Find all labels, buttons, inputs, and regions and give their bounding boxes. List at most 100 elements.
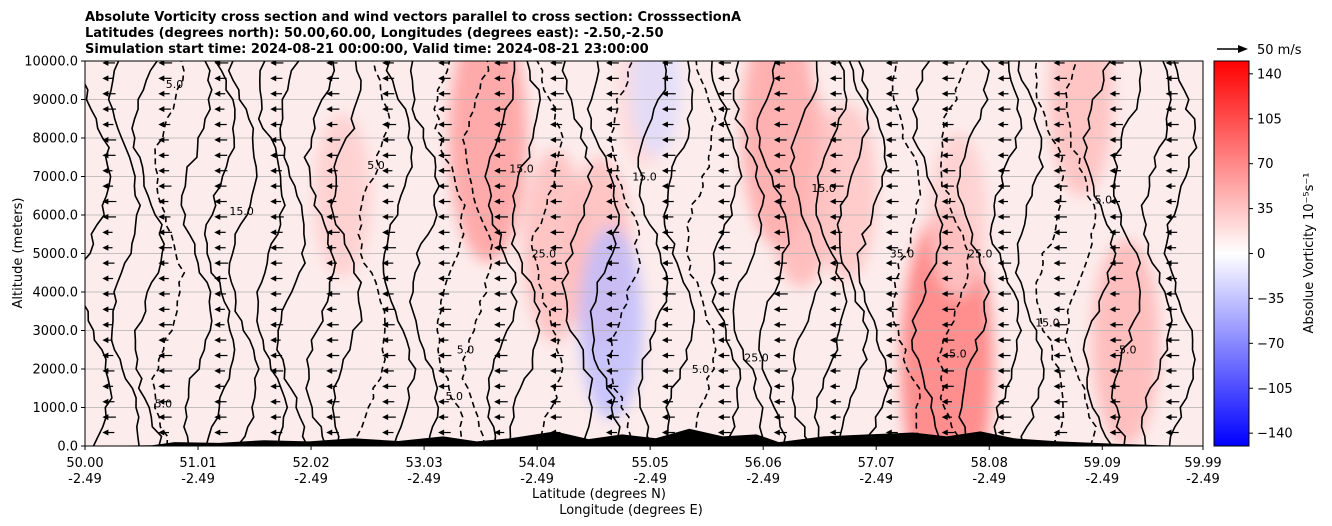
contour-label: 35.0: [890, 247, 915, 260]
wind-vector-head: [270, 75, 277, 82]
wind-vector-head: [438, 229, 445, 236]
contour-line: [382, 61, 417, 446]
y-tick-label: 3000.0: [33, 324, 79, 339]
wind-vector-head: [214, 75, 221, 82]
wind-vector-head: [829, 244, 836, 251]
wind-vector-head: [661, 106, 668, 113]
contour-line: [1082, 61, 1117, 446]
wind-vector-head: [773, 414, 780, 421]
wind-vector-head: [270, 106, 277, 113]
wind-vector-head: [382, 106, 389, 113]
wind-vector-head: [102, 398, 109, 405]
wind-vector-head: [382, 260, 389, 267]
wind-vector-head: [270, 321, 277, 328]
wind-vector-head: [550, 167, 557, 174]
contour-line: [227, 61, 260, 446]
wind-vector-head: [1053, 152, 1060, 159]
wind-vector-head: [941, 152, 948, 159]
contour-line: [835, 61, 870, 446]
wind-vector-head: [1165, 183, 1172, 190]
wind-vector-head: [438, 290, 445, 297]
wind-vector-head: [829, 275, 836, 282]
wind-vector-head: [326, 90, 333, 97]
plot-area: 5.0 15.0 5.0 5.0 15.0 25.0 15.0 5.0 25.0 15.0 35.0…: [85, 61, 1203, 446]
contour-line: [813, 61, 848, 446]
wind-vector-head: [438, 306, 445, 313]
wind-vector-head: [997, 260, 1004, 267]
contour-line: [1034, 61, 1065, 446]
wind-vector-head: [494, 121, 501, 128]
wind-vector-head: [885, 106, 892, 113]
x-tick-label-lat: 52.02: [292, 456, 329, 471]
wind-vector-head: [1165, 321, 1172, 328]
wind-vector-head: [717, 260, 724, 267]
contour-line: [303, 61, 337, 446]
wind-vector-head: [997, 383, 1004, 390]
x-tick-label-lat: 56.06: [745, 456, 782, 471]
wind-vector-head: [326, 321, 333, 328]
x-tick-label-lon: -2.49: [1085, 472, 1119, 487]
wind-vector-head: [326, 167, 333, 174]
wind-vector-head: [1165, 121, 1172, 128]
chart-title-line-1: Absolute Vorticity cross section and win…: [85, 10, 741, 25]
vorticity-cell: [630, 61, 681, 156]
wind-vector-head: [1109, 90, 1116, 97]
contour-line: [607, 61, 641, 446]
wind-vector-head: [270, 260, 277, 267]
wind-vector-head: [885, 198, 892, 205]
wind-vector-head: [1109, 61, 1116, 66]
wind-vector-head: [661, 275, 668, 282]
wind-vector-head: [158, 275, 165, 282]
wind-vector-head: [829, 121, 836, 128]
wind-vector-head: [1165, 383, 1172, 390]
wind-vector-head: [885, 121, 892, 128]
wind-vector-head: [158, 75, 165, 82]
wind-vector-head: [1109, 429, 1116, 436]
wind-vector-head: [661, 75, 668, 82]
contour-label: 15.0: [509, 163, 534, 176]
wind-vector-head: [1053, 167, 1060, 174]
wind-vector-head: [1053, 367, 1060, 374]
wind-vector-head: [661, 152, 668, 159]
y-tick-label: 5000.0: [33, 247, 79, 262]
contour-label: 5.0: [446, 390, 464, 403]
wind-vector-head: [214, 244, 221, 251]
wind-vector-head: [494, 429, 501, 436]
wind-vector-head: [102, 290, 109, 297]
x-tick-label-lat: 53.03: [405, 456, 442, 471]
wind-vector-head: [326, 337, 333, 344]
wind-vector-head: [885, 414, 892, 421]
wind-vector-head: [382, 183, 389, 190]
wind-vector-head: [661, 229, 668, 236]
wind-vector-head: [773, 275, 780, 282]
wind-vector-head: [494, 90, 501, 97]
wind-vector-head: [661, 290, 668, 297]
wind-vector-head: [1053, 183, 1060, 190]
contour-line: [461, 61, 494, 446]
wind-vector-head: [550, 106, 557, 113]
contour-label: 5.0: [367, 159, 385, 172]
wind-vector-head: [550, 121, 557, 128]
wind-vector-head: [997, 414, 1004, 421]
wind-vector-head: [997, 306, 1004, 313]
y-tick-label: 1000.0: [33, 401, 79, 416]
wind-vector-head: [773, 198, 780, 205]
wind-vector-head: [1053, 337, 1060, 344]
chart-title-line-3: Simulation start time: 2024-08-21 00:00:…: [85, 42, 649, 57]
wind-vector-head: [270, 198, 277, 205]
wind-vector-head: [438, 213, 445, 220]
wind-vector-head: [997, 244, 1004, 251]
wind-vector-head: [1165, 337, 1172, 344]
wind-vector-head: [382, 244, 389, 251]
wind-vector-head: [829, 429, 836, 436]
y-axis-label: Altitude (meters): [11, 198, 26, 309]
wind-vector-head: [717, 367, 724, 374]
wind-vector-head: [885, 352, 892, 359]
wind-vector-head: [885, 383, 892, 390]
contour-line: [989, 61, 1023, 446]
wind-vector-head: [997, 183, 1004, 190]
wind-vector-head: [326, 398, 333, 405]
wind-vector-head: [158, 429, 165, 436]
chart-title-line-2: Latitudes (degrees north): 50.00,60.00, …: [85, 26, 664, 41]
wind-vector-head: [326, 352, 333, 359]
